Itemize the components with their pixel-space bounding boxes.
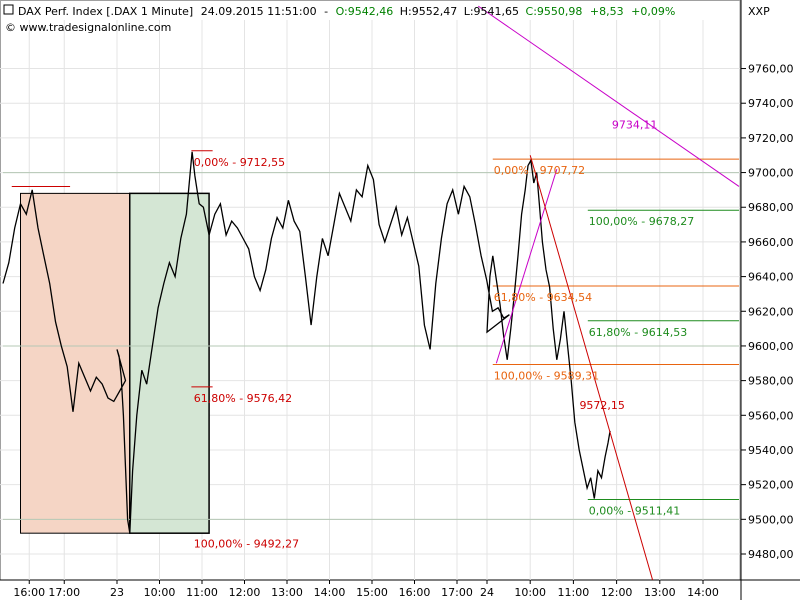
x-tick-label: 13:00 [644,586,676,599]
datetime-label: 24.09.2015 11:51:00 [201,5,317,18]
annotation-label: 61,80% - 9576,42 [194,392,292,405]
recovery-range-box [129,192,210,534]
y-tick-label: 9480,00 [748,548,794,561]
source-label: © www.tradesignalonline.com [5,21,171,34]
header-separator: - [324,5,328,18]
annotation-label: 9734,11 [612,118,658,131]
y-tick-label: 9740,00 [748,97,794,110]
y-tick-label: 9500,00 [748,513,794,526]
x-tick-label: 10:00 [144,586,176,599]
price-series-line [2,151,611,534]
y-tick-label: 9620,00 [748,305,794,318]
x-tick-label: 14:00 [687,586,719,599]
annotation-label: 100,00% - 9678,27 [589,215,694,228]
y-tick-label: 9540,00 [748,444,794,457]
x-tick-label: 14:00 [314,586,346,599]
chart-header: DAX Perf. Index [.DAX 1 Minute] 24.09.20… [3,4,770,34]
red-trendline [529,155,654,581]
annotation-label: 9572,15 [579,399,625,412]
x-tick-label: 24 [480,586,494,599]
x-tick-label: 16:00 [13,586,45,599]
decline-range-box [20,192,131,534]
x-tick-label: 17:00 [48,586,80,599]
x-tick-label: 17:00 [441,586,473,599]
x-tick-label: 10:00 [514,586,546,599]
y-tick-label: 9760,00 [748,63,794,76]
annotation-label: 100,00% - 9492,27 [194,538,299,551]
annotation-label: 0,00% - 9707,72 [494,164,585,177]
x-tick-label: 12:00 [229,586,261,599]
change-percent-value: +0,09% [631,5,675,18]
close-value: C:9550,98 [526,5,583,18]
x-tick-label: 11:00 [186,586,218,599]
annotation-label: 100,00% - 9589,31 [494,369,599,382]
annotation-label: 61,80% - 9634,54 [494,291,592,304]
y-tick-label: 9600,00 [748,340,794,353]
y-tick-label: 9560,00 [748,409,794,422]
annotation-label: 61,80% - 9614,53 [589,326,687,339]
high-value: H:9552,47 [400,5,457,18]
y-tick-label: 9720,00 [748,132,794,145]
magenta-swing-line [495,168,558,364]
scale-label: XXP [748,5,770,18]
change-value: +8,53 [590,5,624,18]
x-tick-label: 12:00 [601,586,633,599]
symbol-label: DAX Perf. Index [.DAX 1 Minute] [18,5,193,18]
y-tick-label: 9520,00 [748,479,794,492]
y-tick-label: 9640,00 [748,271,794,284]
y-tick-label: 9700,00 [748,167,794,180]
header-line: DAX Perf. Index [.DAX 1 Minute] 24.09.20… [18,5,675,18]
chart-header-checkbox-icon[interactable] [3,4,14,15]
x-tick-label: 13:00 [271,586,303,599]
low-value: L:9541,65 [464,5,519,18]
open-value: O:9542,46 [336,5,394,18]
x-tick-label: 15:00 [356,586,388,599]
x-tick-label: 16:00 [399,586,431,599]
x-tick-label: 11:00 [558,586,590,599]
x-tick-label: 23 [110,586,124,599]
y-tick-label: 9660,00 [748,236,794,249]
annotation-label: 0,00% - 9712,55 [194,156,285,169]
magenta-trendline [477,5,740,187]
annotation-label: 0,00% - 9511,41 [589,505,680,518]
y-tick-label: 9580,00 [748,375,794,388]
y-tick-label: 9680,00 [748,201,794,214]
